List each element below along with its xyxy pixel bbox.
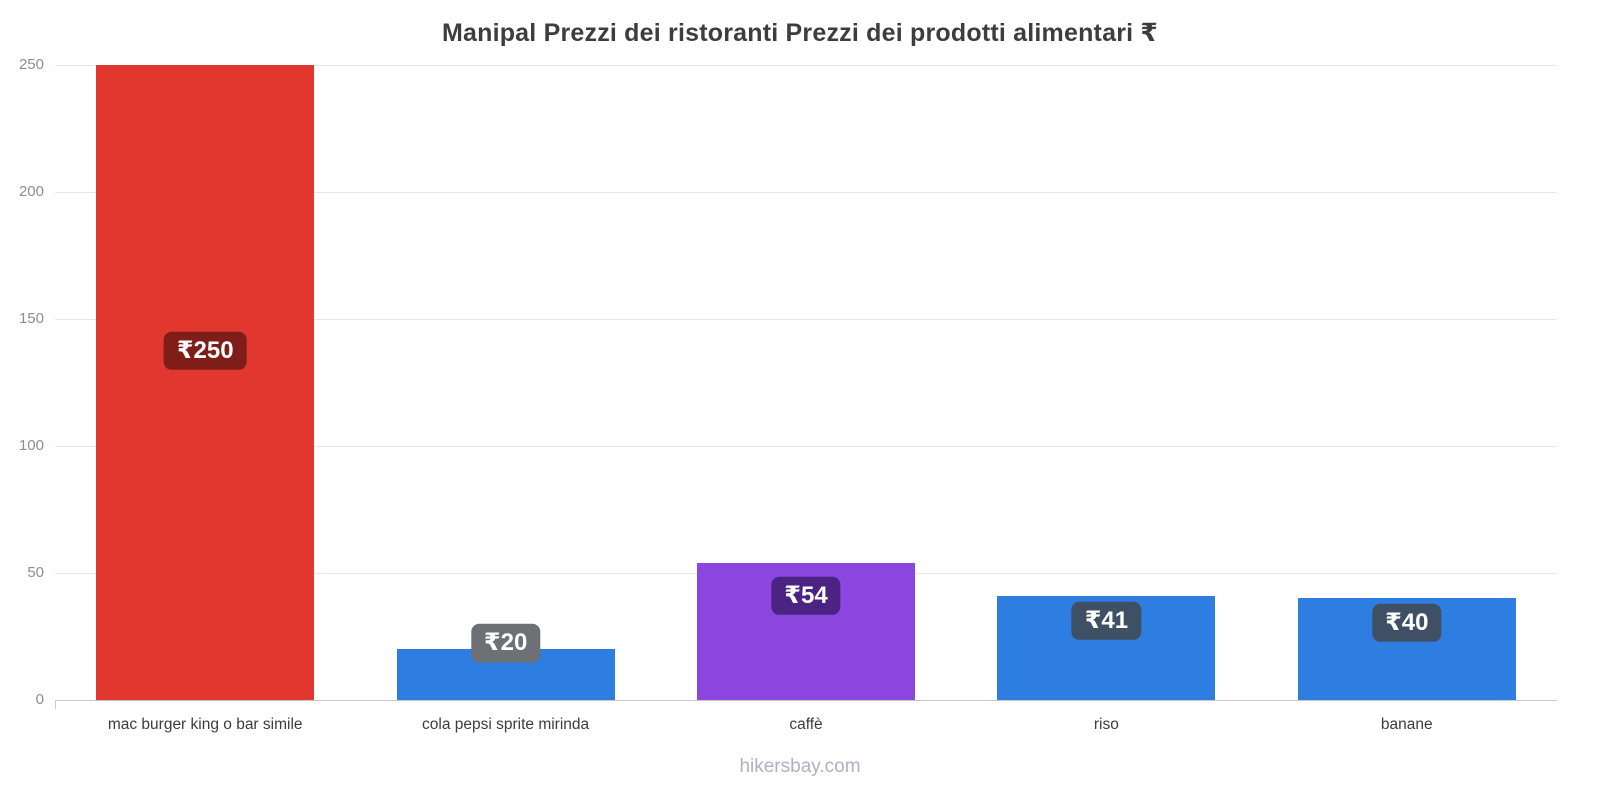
category-label: riso	[1093, 716, 1119, 733]
bar-value-label: ₹54	[771, 576, 841, 615]
category-label: mac burger king o bar simile	[107, 716, 303, 733]
footer-link[interactable]: hikersbay.com	[739, 756, 861, 777]
category-label: banane	[1380, 716, 1433, 733]
gridline	[55, 318, 1557, 320]
x-axis-line	[55, 699, 1557, 701]
gridline	[55, 191, 1557, 193]
bar-value-label: ₹20	[470, 623, 541, 663]
gridline	[55, 64, 1557, 66]
axis-tick-mark	[55, 700, 56, 709]
y-axis-tick-label: 0	[35, 691, 44, 708]
bar[interactable]	[96, 65, 315, 700]
category-label: cola pepsi sprite mirinda	[422, 716, 590, 733]
y-axis-tick-label: 250	[18, 56, 44, 73]
y-axis-tick-label: 150	[18, 310, 44, 327]
bar-value-label: ₹250	[163, 331, 247, 370]
gridline	[55, 445, 1557, 447]
chart-title: Manipal Prezzi dei ristoranti Prezzi dei…	[441, 19, 1159, 47]
y-axis-tick-label: 100	[18, 437, 44, 454]
y-axis-tick-label: 50	[27, 564, 44, 581]
bar-value-label: ₹41	[1071, 601, 1142, 641]
category-label: caffè	[789, 716, 823, 733]
y-axis-tick-label: 200	[18, 183, 44, 200]
bar-value-label: ₹40	[1372, 603, 1442, 642]
